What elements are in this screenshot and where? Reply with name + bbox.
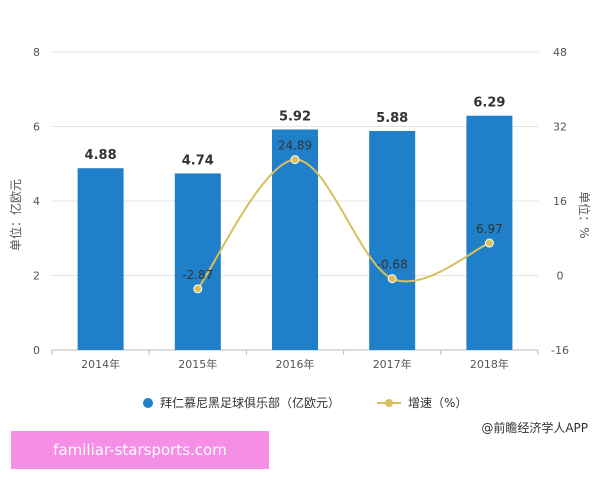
legend-bar-label: 拜仁慕尼黑足球俱乐部（亿欧元） — [160, 395, 340, 410]
x-tick-label: 2018年 — [470, 357, 509, 371]
growth-point — [387, 274, 397, 284]
overlay-banner: familiar-starsports.com — [11, 431, 269, 469]
growth-value-label: 6.97 — [476, 222, 503, 236]
growth-point — [193, 284, 203, 294]
bar-value-label: 4.74 — [182, 153, 214, 168]
growth-value-label: -0.68 — [377, 258, 408, 272]
growth-value-label: 24.89 — [278, 139, 312, 153]
legend: 拜仁慕尼黑足球俱乐部（亿欧元） 增速（%） — [143, 395, 467, 410]
x-tick-label: 2016年 — [276, 357, 315, 371]
y-tick-right: 16 — [553, 195, 567, 208]
x-tick-label: 2015年 — [178, 357, 217, 371]
y-tick-right: -16 — [551, 344, 569, 357]
y-axis-title-left: 单位：亿欧元 — [8, 179, 23, 251]
y-axis-title-right: 单位：% — [577, 191, 592, 238]
legend-bar-marker — [143, 398, 153, 408]
bar-value-label: 5.88 — [376, 111, 408, 126]
y-tick-right: 0 — [557, 270, 564, 283]
source-credit: @前瞻经济学人APP — [481, 420, 588, 435]
growth-point — [290, 155, 300, 165]
growth-line-path — [197, 158, 490, 290]
overlay-banner-text: familiar-starsports.com — [53, 441, 227, 459]
growth-point — [484, 238, 494, 248]
y-tick-left: 0 — [33, 344, 40, 357]
y-tick-left: 8 — [33, 46, 40, 59]
legend-line-label: 增速（%） — [408, 396, 467, 410]
bar-value-label: 6.29 — [473, 96, 505, 111]
bar-value-label: 4.88 — [85, 148, 117, 163]
y-tick-left: 4 — [33, 195, 40, 208]
axis-ticks: 0 2 4 6 8 -16 0 16 32 48 2014年 2015年 2016年 2017年 2018年 — [33, 46, 569, 371]
y-tick-left: 2 — [33, 270, 40, 283]
y-tick-right: 32 — [553, 121, 567, 134]
y-tick-right: 48 — [553, 46, 567, 59]
x-tick-label: 2014年 — [81, 357, 120, 371]
growth-line — [193, 155, 494, 294]
bar — [77, 168, 124, 350]
x-tick-label: 2017年 — [373, 357, 412, 371]
bar — [466, 115, 513, 350]
bar — [369, 130, 416, 350]
bar-value-label: 5.92 — [279, 109, 311, 124]
growth-value-label: -2.87 — [182, 268, 213, 282]
data-labels: 4.88 4.74 5.92 5.88 6.29 -2.87 24.89 -0.68 6.97 — [85, 96, 506, 282]
y-tick-left: 6 — [33, 121, 40, 134]
legend-line-dot — [385, 399, 393, 407]
